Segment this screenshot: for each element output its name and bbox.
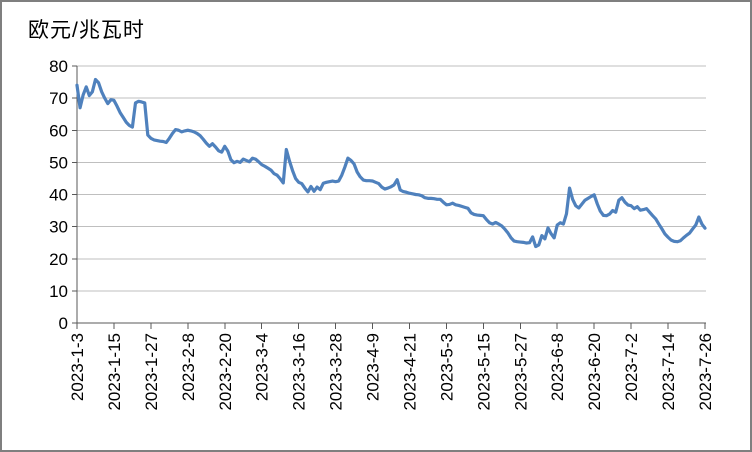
x-tick-label: 2023-7-14: [659, 333, 678, 411]
y-tick-label: 80: [49, 57, 68, 76]
x-tick-label: 2023-4-21: [400, 333, 419, 411]
x-tick-label: 2023-7-26: [696, 333, 715, 411]
y-tick-label: 50: [49, 153, 68, 172]
y-tick-label: 10: [49, 282, 68, 301]
x-tick-label: 2023-6-8: [548, 333, 567, 401]
x-tick-labels: 2023-1-3 2023-1-15 2023-1-27 2023-2-8 2023-2…: [68, 333, 715, 411]
x-tick-label: 2023-5-27: [511, 333, 530, 411]
x-tick-label: 2023-5-15: [474, 333, 493, 411]
y-tick-label: 30: [49, 218, 68, 237]
chart-title: 欧元/兆瓦时: [28, 19, 145, 42]
x-tick-label: 2023-3-16: [290, 333, 309, 411]
y-tick-label: 20: [49, 250, 68, 269]
x-tick-label: 2023-5-3: [437, 333, 456, 401]
x-tick-label: 2023-1-3: [68, 333, 87, 401]
y-tick-label: 0: [59, 314, 68, 333]
x-tick-label: 2023-7-2: [622, 333, 641, 401]
x-tick-label: 2023-3-28: [327, 333, 346, 411]
x-tick-label: 2023-4-9: [364, 333, 383, 401]
y-tick-labels: 80 70 60 50 40 30 20 10 0: [49, 57, 68, 333]
y-gridlines: [77, 65, 706, 292]
x-tick-label: 2023-2-8: [179, 333, 198, 401]
x-tick-label: 2023-1-15: [105, 333, 124, 411]
axes: [72, 65, 706, 329]
x-tick-label: 2023-6-20: [585, 333, 604, 411]
y-tick-label: 40: [49, 186, 68, 205]
price-line: [75, 77, 707, 249]
x-tick-label: 2023-3-4: [253, 333, 272, 401]
x-tick-label: 2023-1-27: [142, 333, 161, 411]
y-tick-label: 60: [49, 121, 68, 140]
x-tick-label: 2023-2-20: [216, 333, 235, 411]
y-tick-label: 70: [49, 89, 68, 108]
